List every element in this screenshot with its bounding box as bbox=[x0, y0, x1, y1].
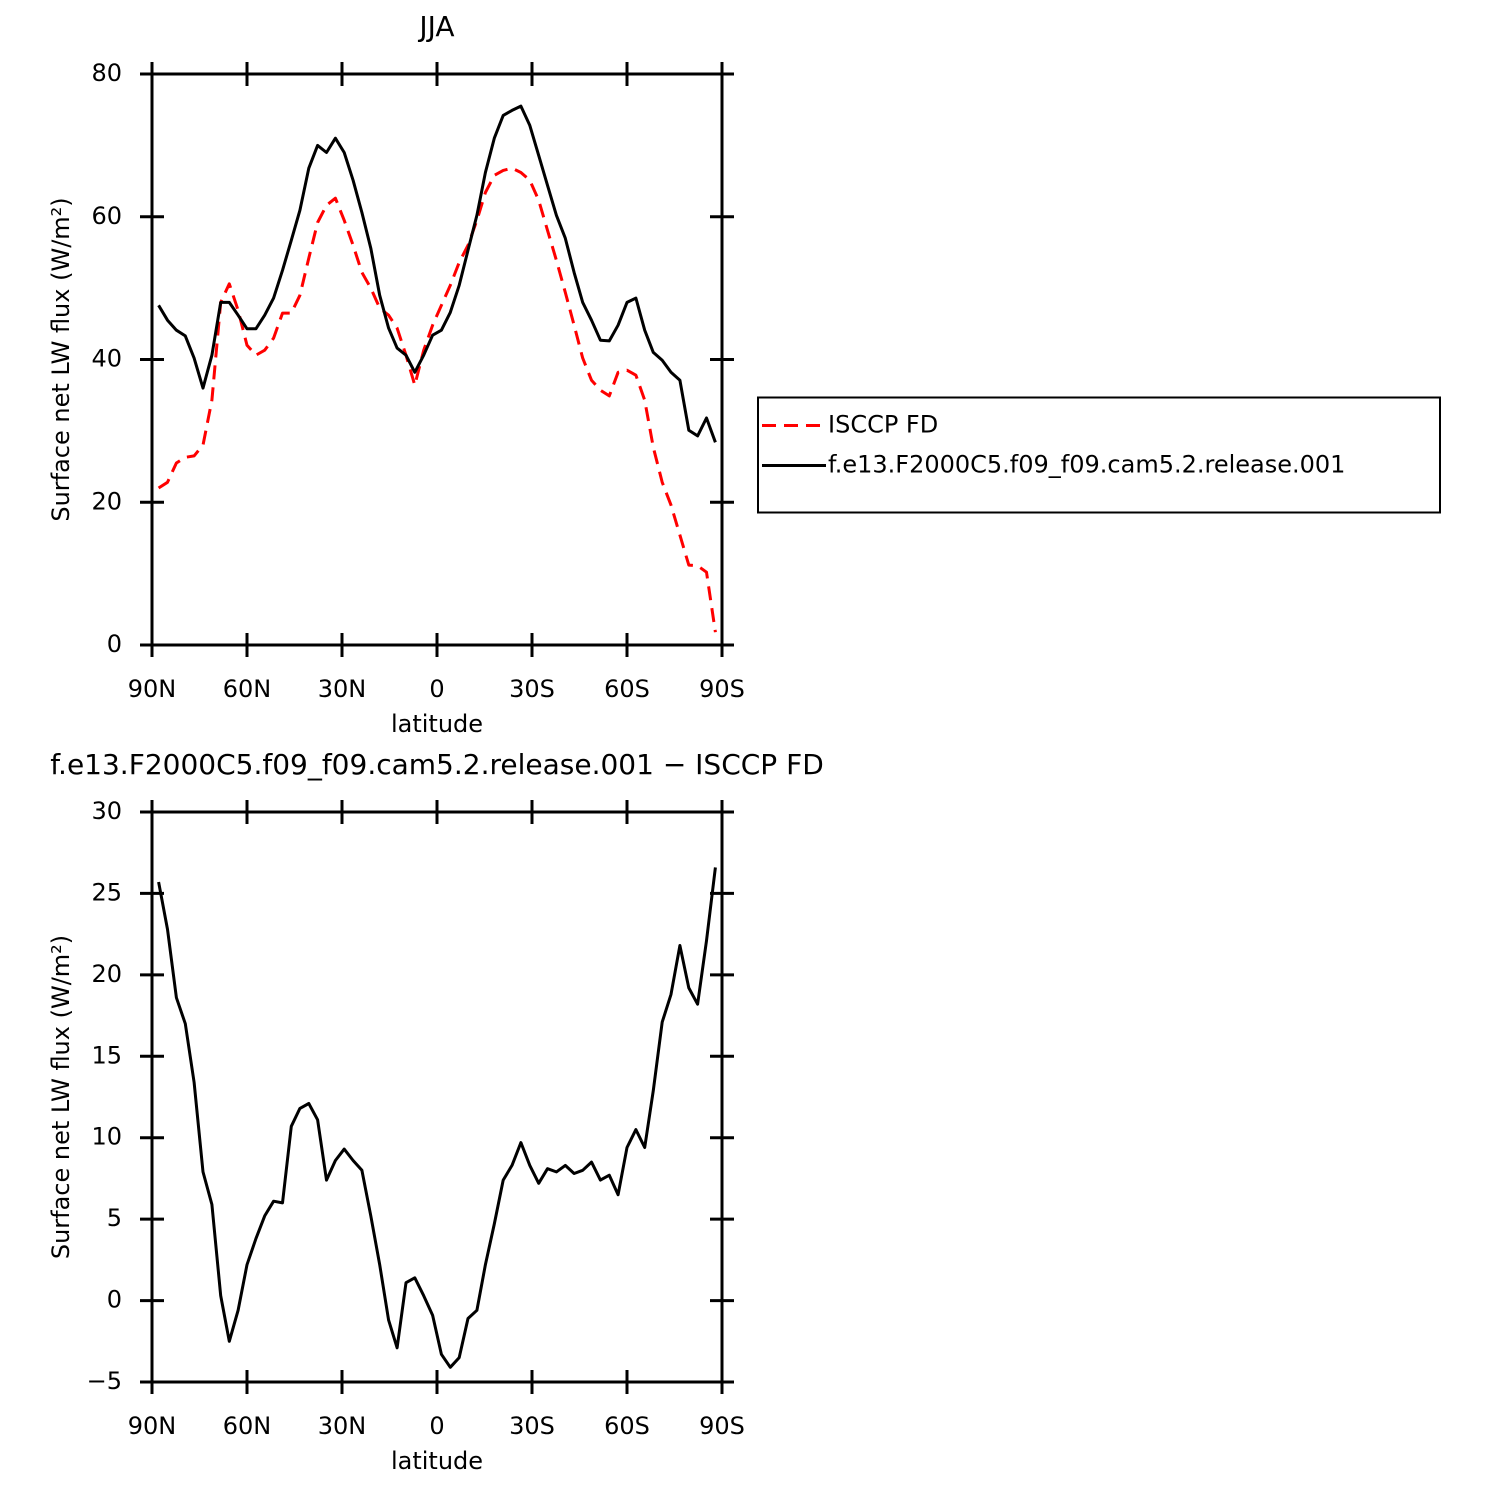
y-tick-label: 60 bbox=[91, 202, 122, 230]
x-tick-label: 90N bbox=[128, 1412, 177, 1440]
x-tick-label: 30S bbox=[509, 675, 555, 703]
x-tick-label: 0 bbox=[429, 1412, 444, 1440]
x-tick-label: 90N bbox=[128, 675, 177, 703]
y-tick-label: 25 bbox=[91, 878, 122, 906]
x-tick-label: 90S bbox=[699, 1412, 745, 1440]
x-axis-label: latitude bbox=[391, 710, 483, 738]
y-tick-label: 0 bbox=[107, 630, 122, 658]
legend-box bbox=[757, 396, 1441, 514]
y-axis-label: Surface net LW flux (W/m²) bbox=[47, 197, 75, 521]
y-tick-label: 30 bbox=[91, 797, 122, 825]
x-tick-label: 90S bbox=[699, 675, 745, 703]
data-line bbox=[157, 104, 717, 443]
y-tick-label: 80 bbox=[91, 59, 122, 87]
y-tick-label: 0 bbox=[107, 1286, 122, 1314]
data-line bbox=[157, 867, 717, 1369]
x-tick-label: 30S bbox=[509, 1412, 555, 1440]
plot-frame bbox=[150, 72, 724, 647]
y-tick-label: −5 bbox=[87, 1367, 122, 1395]
chart-title: JJA bbox=[417, 10, 454, 43]
x-tick-label: 30N bbox=[318, 1412, 367, 1440]
x-tick-label: 60S bbox=[604, 1412, 650, 1440]
y-axis-label: Surface net LW flux (W/m²) bbox=[47, 935, 75, 1259]
y-tick-label: 40 bbox=[91, 345, 122, 373]
x-tick-label: 60N bbox=[223, 675, 272, 703]
y-tick-label: 10 bbox=[91, 1123, 122, 1151]
x-tick-label: 60S bbox=[604, 675, 650, 703]
y-tick-label: 20 bbox=[91, 487, 122, 515]
legend-label: ISCCP FD bbox=[828, 411, 938, 439]
legend-label: f.e13.F2000C5.f09_f09.cam5.2.release.001 bbox=[828, 451, 1345, 479]
y-tick-label: 5 bbox=[107, 1204, 122, 1232]
chart-title: f.e13.F2000C5.f09_f09.cam5.2.release.001… bbox=[50, 748, 824, 781]
y-tick-label: 15 bbox=[91, 1041, 122, 1069]
x-tick-label: 0 bbox=[429, 675, 444, 703]
x-axis-label: latitude bbox=[391, 1447, 483, 1475]
y-tick-label: 20 bbox=[91, 960, 122, 988]
x-tick-label: 30N bbox=[318, 675, 367, 703]
plot-frame bbox=[150, 810, 724, 1384]
data-line bbox=[157, 166, 717, 633]
x-tick-label: 60N bbox=[223, 1412, 272, 1440]
